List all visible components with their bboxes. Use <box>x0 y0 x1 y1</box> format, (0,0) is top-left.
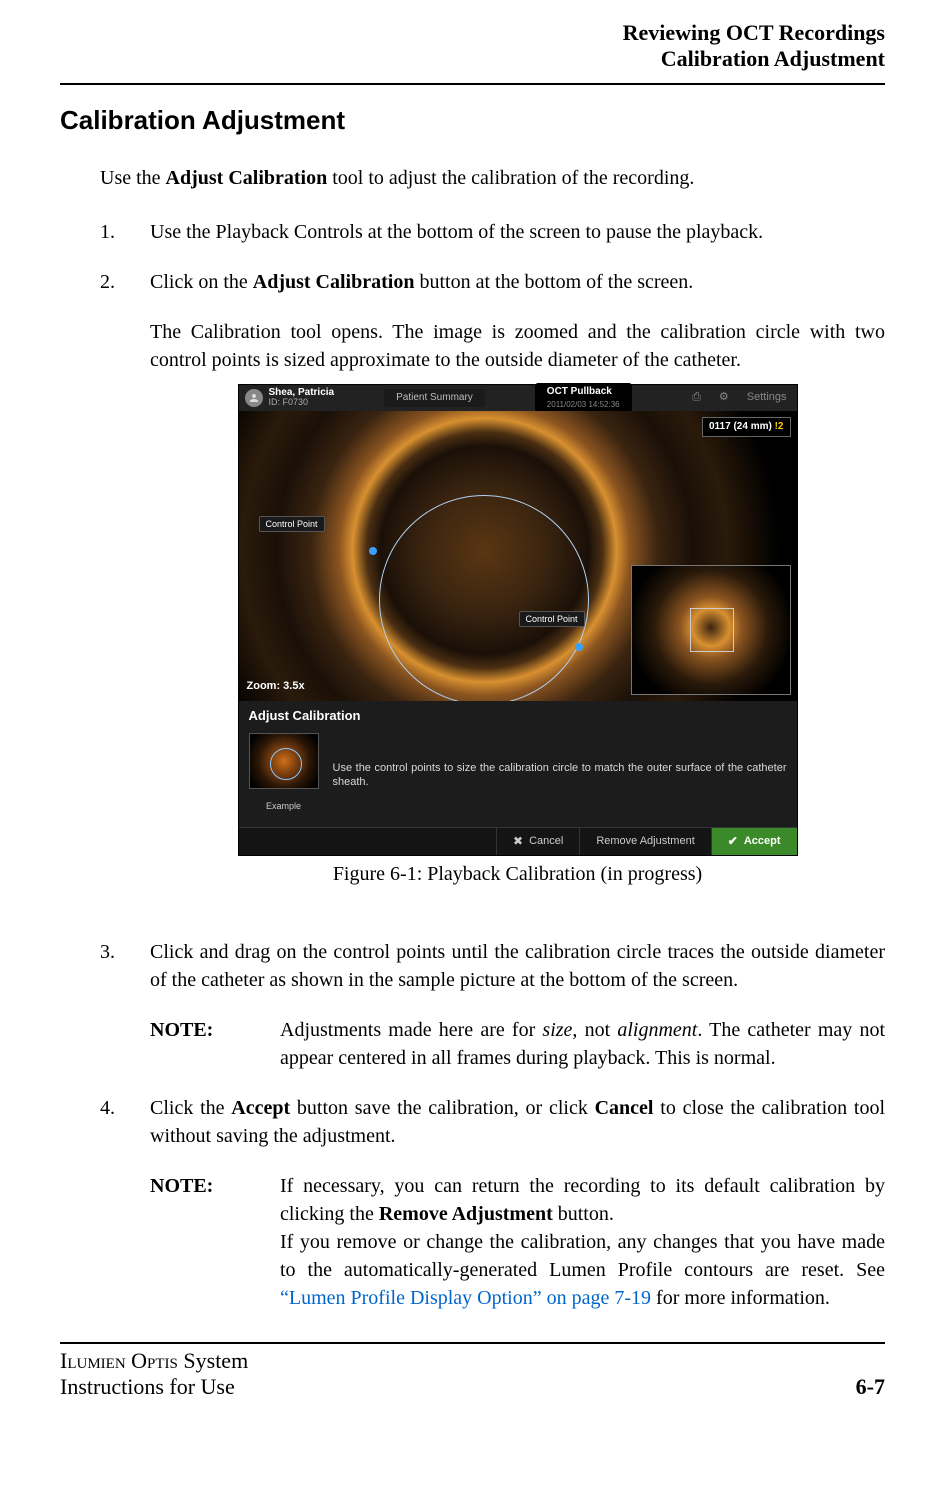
note-2: NOTE: If necessary, you can return the r… <box>150 1172 885 1312</box>
header-line2: Calibration Adjustment <box>60 46 885 72</box>
note-1: NOTE: Adjustments made here are for size… <box>150 1016 885 1072</box>
lumen-profile-link[interactable]: “Lumen Profile Display Option” on page 7… <box>280 1287 651 1309</box>
tab-oct-pullback[interactable]: OCT Pullback 2011/02/03 14:52:36 <box>535 383 632 412</box>
step-1: 1. Use the Playback Controls at the bott… <box>100 218 885 246</box>
accept-button[interactable]: ✔ Accept <box>711 828 797 855</box>
example-thumbnail: Example <box>249 733 319 817</box>
step-4: 4. Click the Accept button save the cali… <box>100 1094 885 1312</box>
footer-product: Ilumien Optis <box>60 1348 178 1373</box>
figure-caption: Figure 6-1: Playback Calibration (in pro… <box>150 860 885 888</box>
footer-doc-title: Instructions for Use <box>60 1374 235 1399</box>
section-heading: Calibration Adjustment <box>60 105 885 136</box>
control-point-1[interactable] <box>369 547 377 555</box>
calibration-circle[interactable] <box>379 495 589 701</box>
header-rule <box>60 83 885 85</box>
footer-rule <box>60 1342 885 1344</box>
header-line1: Reviewing OCT Recordings <box>60 20 885 46</box>
cancel-button[interactable]: ✖ Cancel <box>496 828 579 855</box>
panel-instruction-text: Use the control points to size the calib… <box>333 761 787 790</box>
print-icon[interactable]: ⎙ <box>692 390 701 405</box>
patient-block: Shea, Patricia ID: F0730 <box>269 387 335 408</box>
button-bar: ✖ Cancel Remove Adjustment ✔ Accept <box>239 827 797 855</box>
avatar-icon <box>245 389 263 407</box>
settings-label[interactable]: Settings <box>747 390 787 405</box>
page-footer: Ilumien Optis System Instructions for Us… <box>60 1348 885 1400</box>
adjust-calibration-panel: Adjust Calibration Example Use the contr… <box>239 701 797 827</box>
figure-screenshot: Shea, Patricia ID: F0730 Patient Summary… <box>238 384 798 856</box>
intro-paragraph: Use the Adjust Calibration tool to adjus… <box>100 164 885 192</box>
inset-overview[interactable] <box>631 565 791 695</box>
page-number: 6-7 <box>856 1374 885 1400</box>
tab-patient-summary[interactable]: Patient Summary <box>384 389 485 407</box>
check-icon: ✔ <box>728 833 738 850</box>
panel-title: Adjust Calibration <box>249 707 787 725</box>
step-3: 3. Click and drag on the control points … <box>100 938 885 1072</box>
control-point-label-1: Control Point <box>259 516 325 533</box>
remove-adjustment-button[interactable]: Remove Adjustment <box>579 828 710 855</box>
gear-icon[interactable]: ⚙ <box>719 390 729 405</box>
control-point-label-2: Control Point <box>519 611 585 628</box>
inset-viewport-box[interactable] <box>690 608 734 652</box>
zoom-label: Zoom: 3.5x <box>247 679 305 694</box>
step-2: 2. Click on the Adjust Calibration butto… <box>100 268 885 916</box>
frame-badge: 0117 (24 mm) !2 <box>702 417 791 437</box>
step-2-sub: The Calibration tool opens. The image is… <box>150 318 885 374</box>
close-icon: ✖ <box>513 833 523 850</box>
control-point-2[interactable] <box>575 643 583 651</box>
oct-main-image[interactable]: 0117 (24 mm) !2 Control Point Control Po… <box>239 411 797 701</box>
ui-topbar: Shea, Patricia ID: F0730 Patient Summary… <box>239 385 797 411</box>
